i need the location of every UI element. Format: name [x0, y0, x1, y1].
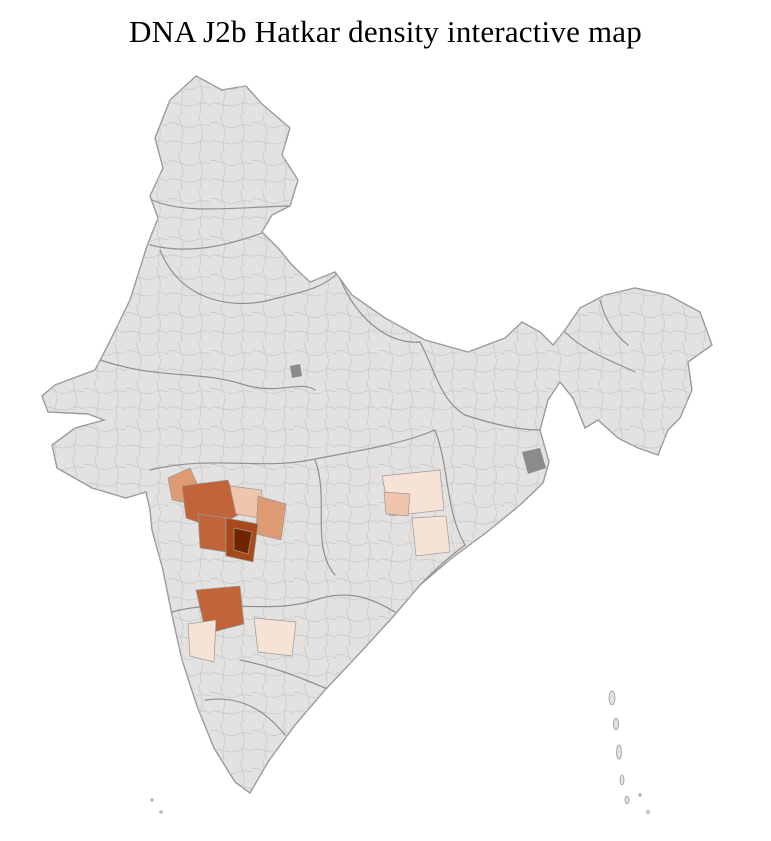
nicobar-island — [646, 810, 650, 814]
andaman-island — [616, 744, 622, 760]
andaman-island — [613, 717, 619, 731]
lakshadweep-island — [159, 810, 163, 814]
nicobar-island — [638, 793, 642, 797]
district-low-density[interactable] — [383, 491, 411, 517]
urban-area-marker — [290, 364, 302, 378]
urban-areas — [290, 364, 546, 474]
district-very-low-density[interactable] — [411, 515, 451, 557]
district-very-low-density[interactable] — [253, 617, 297, 657]
lakshadweep-island — [150, 798, 154, 802]
district-boundaries-texture — [42, 76, 712, 793]
andaman-island — [608, 690, 616, 706]
nicobar-island — [624, 795, 630, 805]
district-high-density[interactable] — [197, 513, 229, 553]
page-title: DNA J2b Hatkar density interactive map — [129, 14, 642, 49]
district-max-density[interactable] — [233, 527, 253, 555]
district-very-low-density[interactable] — [187, 619, 217, 663]
andaman-island — [619, 774, 625, 786]
islands — [150, 690, 650, 814]
district-medium-density[interactable] — [255, 495, 287, 541]
density-districts — [167, 467, 451, 663]
urban-area-marker — [522, 448, 546, 474]
